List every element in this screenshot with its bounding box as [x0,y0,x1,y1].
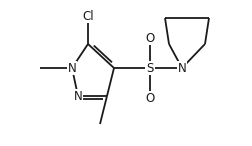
Text: Cl: Cl [82,9,94,22]
Text: S: S [146,61,154,74]
Text: N: N [68,61,76,74]
Text: O: O [145,32,155,45]
Text: O: O [145,92,155,105]
Text: N: N [178,61,186,74]
Text: N: N [74,89,82,102]
